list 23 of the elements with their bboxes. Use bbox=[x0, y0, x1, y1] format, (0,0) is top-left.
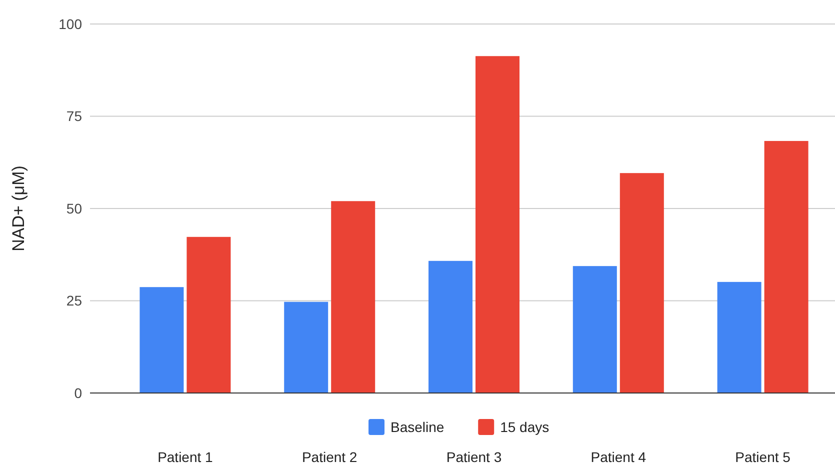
y-tick-label: 0 bbox=[74, 384, 82, 401]
bar bbox=[764, 140, 808, 393]
bar bbox=[717, 282, 762, 393]
y-tick-label: 50 bbox=[66, 200, 82, 216]
bar bbox=[620, 173, 664, 393]
legend-label: Baseline bbox=[390, 418, 444, 435]
y-tick-label: 25 bbox=[66, 292, 82, 309]
y-tick-label: 100 bbox=[58, 16, 82, 32]
bar bbox=[186, 236, 231, 393]
y-axis-title: NAD+ (μM) bbox=[9, 166, 28, 252]
x-tick-label: Patient 1 bbox=[158, 449, 214, 465]
x-tick-label: Patient 4 bbox=[590, 449, 646, 465]
x-tick-label: Patient 3 bbox=[446, 449, 502, 465]
bar bbox=[140, 287, 184, 393]
bar bbox=[331, 201, 376, 393]
bar bbox=[572, 266, 617, 393]
x-tick-label: Patient 2 bbox=[302, 449, 358, 465]
y-tick-label: 75 bbox=[66, 108, 82, 124]
x-tick-label: Patient 5 bbox=[735, 449, 791, 465]
bar bbox=[284, 302, 328, 393]
legend-label: 15 days bbox=[500, 418, 550, 435]
bar bbox=[476, 56, 520, 393]
bar bbox=[428, 260, 472, 393]
